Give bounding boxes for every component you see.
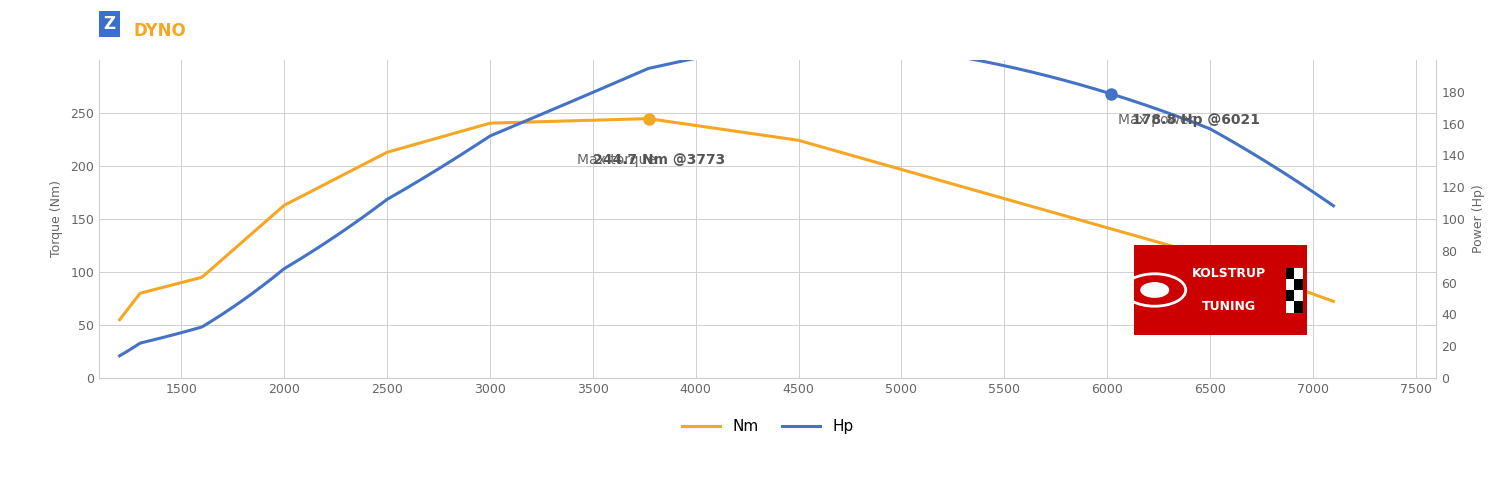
Bar [1294,279,1304,290]
Text: KOLSTRUP: KOLSTRUP [1192,268,1266,280]
Text: Max torque: Max torque [578,152,660,166]
Legend: Nm, Hp: Nm, Hp [676,413,859,440]
Text: Z: Z [104,15,116,33]
Y-axis label: Torque (Nm): Torque (Nm) [51,180,63,258]
Bar [1294,290,1304,301]
Bar [1286,301,1294,312]
Text: Max power: Max power [1118,113,1198,127]
Text: DYNO: DYNO [134,22,186,40]
Bar [1294,268,1304,279]
Text: 178.8 Hp @6021: 178.8 Hp @6021 [1131,113,1260,127]
Bar [1286,268,1294,279]
Y-axis label: Power (Hp): Power (Hp) [1472,184,1485,254]
Bar [1286,279,1294,290]
Text: 244.7 Nm @3773: 244.7 Nm @3773 [592,152,726,166]
Circle shape [1142,283,1168,297]
Bar [1294,301,1304,312]
Bar [1286,290,1294,301]
Text: TUNING: TUNING [1202,300,1255,312]
